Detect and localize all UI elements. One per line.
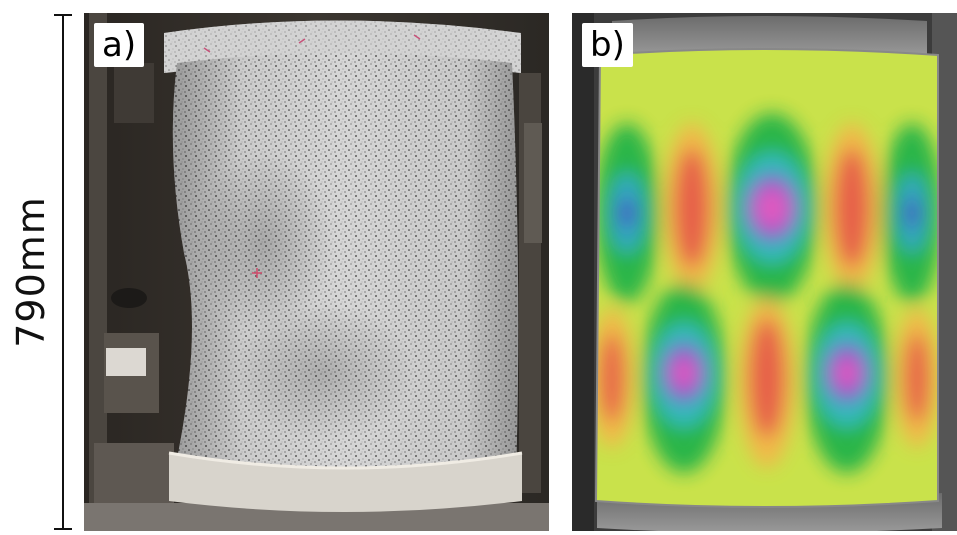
panel-b-contour: b) [572, 13, 957, 531]
scale-bar-line [62, 14, 64, 530]
scale-bar-label: 790mm [9, 196, 53, 348]
panel-a-label: a) [94, 23, 145, 67]
scale-bar-bottom-cap [54, 528, 72, 530]
specimen-photo-image [84, 13, 549, 531]
scale-bar: 790mm [0, 0, 90, 535]
panel-a-photo: a) [84, 13, 549, 531]
contour-map-image [572, 13, 957, 531]
panel-b-label: b) [582, 23, 633, 67]
